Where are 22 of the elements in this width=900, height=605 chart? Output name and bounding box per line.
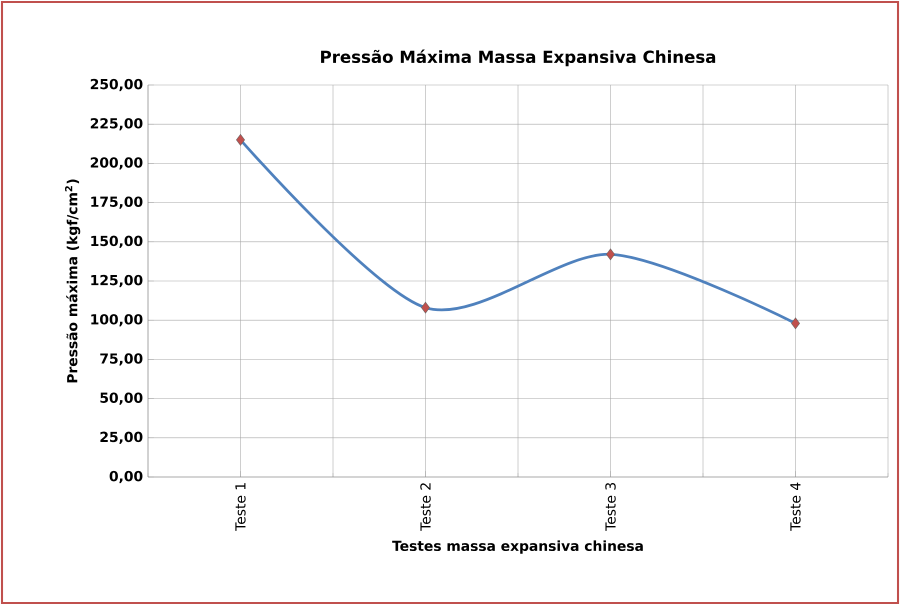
point xyxy=(606,248,615,260)
y-tick-label: 150,00 xyxy=(91,236,142,248)
x-tick-label: Teste 2 xyxy=(420,483,431,531)
x-axis-title: Testes massa expansiva chinesa xyxy=(392,540,643,554)
y-tick-label: 100,00 xyxy=(91,314,142,326)
y-axis-title: Pressão máxima (kgf/cm$^{2}$) xyxy=(65,180,80,382)
y-tick-label: 250,00 xyxy=(90,78,142,92)
x-tick-label: Teste 3 xyxy=(605,483,616,531)
y-tick-label: 175,00 xyxy=(91,196,142,209)
x-tick-label: Teste 1 xyxy=(235,483,246,531)
y-tick-label: 75,00 xyxy=(100,353,142,366)
x-tick-label: Teste 4 xyxy=(790,482,801,531)
y-tick-label: 50,00 xyxy=(100,392,142,405)
y-tick-label: 25,00 xyxy=(100,432,142,444)
y-tick-label: 125,00 xyxy=(91,274,142,288)
point xyxy=(236,134,245,146)
point xyxy=(421,302,430,314)
point xyxy=(791,318,800,330)
chart-title: Pressão Máxima Massa Expansiva Chinesa xyxy=(321,50,716,66)
y-tick-label: 225,00 xyxy=(90,118,142,130)
y-tick-label: 200,00 xyxy=(90,157,142,170)
y-tick-label: 0,00 xyxy=(110,470,142,484)
